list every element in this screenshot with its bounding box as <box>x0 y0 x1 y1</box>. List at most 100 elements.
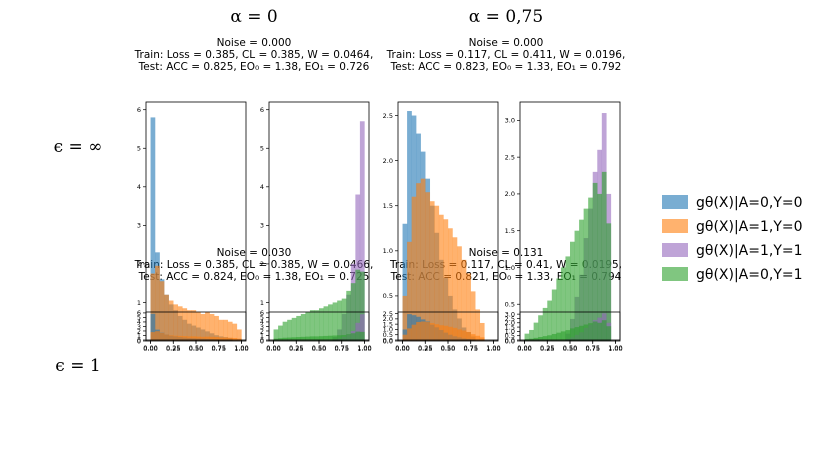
histogram-bar <box>177 335 183 340</box>
y-tick-label: 5 <box>260 145 264 153</box>
x-tick-label: 0.25 <box>418 345 432 353</box>
histogram-bar <box>420 178 426 341</box>
histogram-bar <box>309 336 315 340</box>
histogram-bar <box>164 334 169 340</box>
histogram-bar <box>223 319 229 341</box>
histogram-bar <box>232 323 238 341</box>
histogram-bar <box>359 121 365 341</box>
histogram-bar <box>150 117 156 341</box>
y-tick-label: 2.5 <box>505 153 515 161</box>
histogram-bar <box>547 300 553 341</box>
y-tick-label: 3.0 <box>505 310 515 318</box>
y-tick-label: 5 <box>260 314 264 322</box>
histogram-bar <box>448 326 453 340</box>
x-tick-label: 0.25 <box>166 344 180 352</box>
histogram-bar <box>359 314 365 340</box>
histogram-bar <box>177 306 183 341</box>
y-tick-label: 4 <box>260 318 264 326</box>
histogram-bar <box>524 333 530 341</box>
histogram-bar <box>355 269 361 341</box>
panel-noise: Noise = 0.030 <box>217 247 292 259</box>
histogram-bar <box>457 246 462 341</box>
y-tick-label: 2 <box>137 327 141 335</box>
y-tick-label: 1.5 <box>505 227 515 235</box>
histogram-bar <box>328 335 333 340</box>
y-tick-label: 0.5 <box>505 332 515 340</box>
histogram-bar <box>461 330 467 340</box>
histogram-bar <box>551 289 557 341</box>
histogram-bar <box>538 336 543 340</box>
legend-label-a1y1: gθ(X)|A=1,Y=1 <box>696 243 803 259</box>
histogram-bar <box>346 334 352 340</box>
y-tick-label: 0.0 <box>505 336 515 344</box>
histogram-bar <box>565 256 571 341</box>
histogram-bar <box>475 309 481 341</box>
x-tick-label: 1.00 <box>234 344 248 352</box>
histogram-bar <box>236 329 242 341</box>
y-tick-label: 0 <box>137 337 141 345</box>
y-tick-label: 6 <box>137 309 141 317</box>
histogram-subplot: 0.00 0.25 0.50 0.75 1.00 0.00.51.01.52.02.53.… <box>505 310 623 352</box>
y-tick-label: 3 <box>260 323 264 331</box>
y-tick-label: 0 <box>260 336 264 344</box>
histogram-bar <box>296 315 302 341</box>
histogram-bar <box>570 241 575 341</box>
legend-swatch-a1y0 <box>662 219 688 233</box>
x-tick-label: 0.50 <box>563 345 577 353</box>
x-tick-label: 0.75 <box>463 345 477 353</box>
histogram-bar <box>332 302 338 341</box>
histogram-bar <box>332 335 338 340</box>
y-tick-label: 4 <box>260 183 264 191</box>
y-tick-label: 1.0 <box>383 326 393 334</box>
y-tick-label: 1.5 <box>505 323 515 331</box>
histogram-bar <box>583 324 589 340</box>
histogram-bar <box>560 331 566 340</box>
x-tick-label: 0.00 <box>143 345 157 353</box>
histogram-bar <box>452 327 458 340</box>
panel-train: Train: Loss = 0.117, CL = 0.411, W = 0.0… <box>386 49 626 61</box>
histogram-bar <box>314 310 320 341</box>
y-tick-label: 1.5 <box>383 320 393 328</box>
histogram-bar <box>470 334 476 340</box>
y-tick-label: 2.5 <box>383 112 393 120</box>
histogram-bar <box>341 298 347 341</box>
histogram-bar <box>425 192 431 341</box>
histogram-bar <box>411 196 417 341</box>
histogram-bar <box>434 324 440 340</box>
histogram-bar <box>173 335 179 340</box>
panel-title-2: Noise = 0.030 Train: Loss = 0.385, CL = … <box>134 247 374 283</box>
histogram-bar <box>191 336 197 340</box>
x-tick-label: 0.75 <box>211 345 225 353</box>
y-tick-label: 0.0 <box>505 337 515 345</box>
histogram-bar <box>282 321 288 341</box>
legend-swatch-a1y1 <box>662 243 688 257</box>
histogram-bar <box>355 331 361 340</box>
panel-noise: Noise = 0.131 <box>469 247 544 259</box>
x-tick-label: 0.50 <box>563 344 577 352</box>
histogram-bar <box>218 319 224 341</box>
histogram-bar <box>475 335 481 340</box>
histogram-bar <box>443 325 449 340</box>
histogram-bar <box>278 325 283 341</box>
histogram-bar <box>223 337 229 340</box>
histogram-bar <box>168 335 174 340</box>
x-tick-label: 0.00 <box>266 345 280 353</box>
histogram-bar <box>182 308 188 341</box>
histogram-bar <box>291 337 297 340</box>
x-tick-label: 0.00 <box>517 344 531 352</box>
y-tick-label: 5 <box>137 314 141 322</box>
legend-label-a0y0: gθ(X)|A=0,Y=0 <box>696 195 803 211</box>
histogram-bar <box>606 326 612 340</box>
histogram-bar <box>606 223 612 341</box>
histogram-bar <box>287 319 292 341</box>
panel-noise: Noise = 0.000 <box>469 37 544 49</box>
histogram-subplot: 0.00 0.25 0.50 0.75 1.000.00.51.01.52.02.5 <box>383 101 501 353</box>
histogram-bar <box>273 329 279 341</box>
histogram-bar <box>196 336 201 340</box>
histogram-bar <box>300 314 306 341</box>
histogram-bar <box>282 337 288 340</box>
histogram-bar <box>438 214 444 341</box>
histogram-bar <box>205 336 210 340</box>
histogram-bar <box>300 336 306 340</box>
